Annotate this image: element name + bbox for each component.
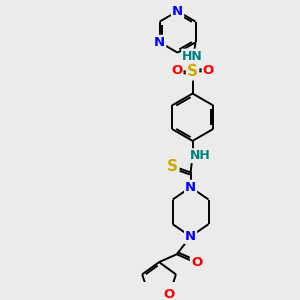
Text: S: S bbox=[187, 64, 198, 80]
Text: O: O bbox=[164, 288, 175, 300]
Text: O: O bbox=[171, 64, 182, 77]
Text: NH: NH bbox=[190, 149, 211, 162]
Text: S: S bbox=[167, 159, 178, 174]
Text: N: N bbox=[185, 181, 196, 194]
Text: HN: HN bbox=[182, 50, 203, 63]
Text: N: N bbox=[154, 36, 165, 49]
Text: N: N bbox=[172, 5, 183, 18]
Text: O: O bbox=[203, 64, 214, 77]
Text: N: N bbox=[185, 230, 196, 243]
Text: O: O bbox=[191, 256, 202, 268]
